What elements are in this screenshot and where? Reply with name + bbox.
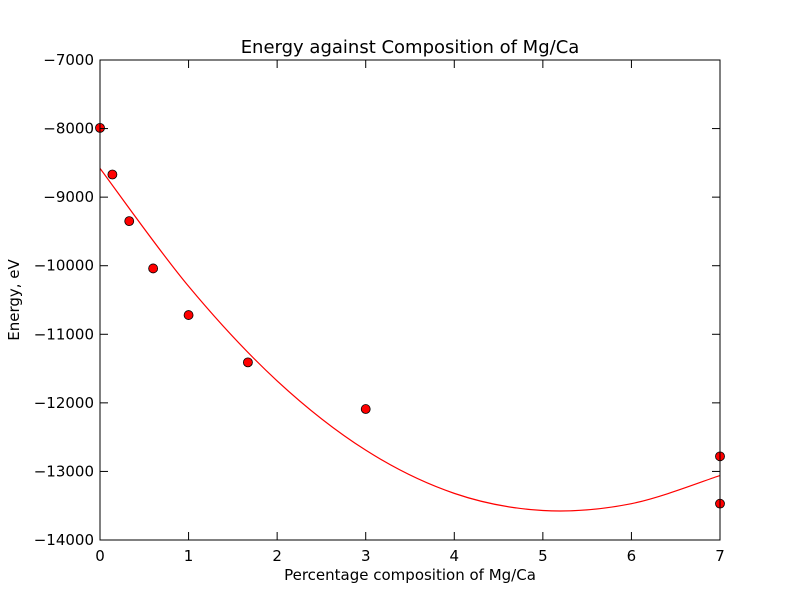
data-point-7 [360, 404, 371, 414]
x-tick-label: 5 [538, 547, 548, 565]
x-tick-label: 2 [272, 547, 282, 565]
y-tick-label: −10000 [34, 257, 94, 275]
data-point-2 [107, 169, 118, 180]
y-tick-label: −13000 [34, 462, 94, 480]
x-tick-label: 1 [184, 547, 194, 565]
axes-frame [99, 59, 721, 541]
data-point-5 [183, 310, 194, 320]
x-tick-label: 3 [361, 547, 371, 565]
axis-ticks: 0 1 2 3 4 5 6 7 −14000 −13000 −12000 −11000 −10000 −9… [34, 51, 725, 565]
x-tick-label: 7 [715, 547, 725, 565]
data-point-6 [243, 357, 253, 368]
fit-curve [100, 167, 720, 512]
chart-title: Energy against Composition of Mg/Ca [241, 37, 580, 58]
y-tick-label: −12000 [34, 394, 94, 412]
y-axis-label: Energy, eV [5, 258, 23, 340]
plot-area [95, 122, 725, 512]
x-tick-label: 4 [450, 547, 460, 565]
data-point-4 [148, 263, 159, 274]
y-tick-label: −8000 [43, 120, 94, 138]
data-point-3 [124, 216, 135, 227]
y-tick-label: −9000 [43, 188, 94, 206]
x-axis-label: Percentage composition of Mg/Ca [284, 566, 536, 584]
x-tick-label: 6 [627, 547, 637, 565]
y-tick-label: −11000 [34, 325, 94, 343]
y-tick-label: −7000 [43, 51, 94, 69]
x-tick-label: 0 [95, 547, 105, 565]
y-tick-label: −14000 [34, 531, 94, 549]
